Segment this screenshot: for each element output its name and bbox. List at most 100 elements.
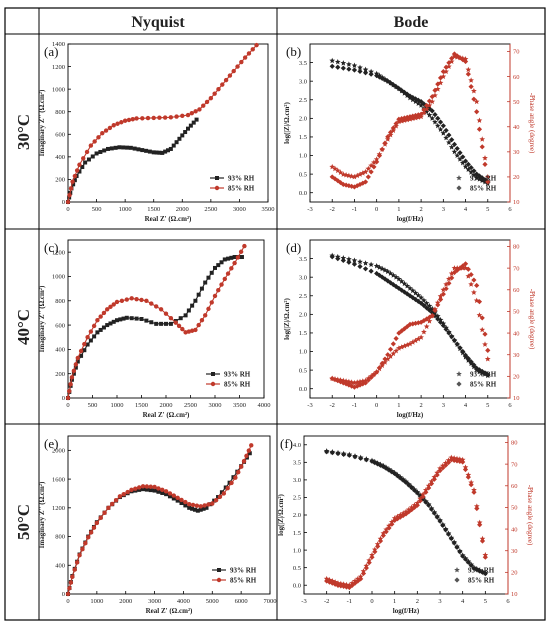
data-point — [376, 153, 383, 159]
data-point — [179, 497, 184, 503]
y-tick-label: 600 — [55, 322, 65, 329]
data-point — [222, 276, 227, 282]
data-point — [372, 549, 378, 555]
data-point — [108, 304, 113, 310]
x-axis-label: Real Z' (Ω.cm²) — [143, 411, 190, 419]
data-point — [126, 117, 132, 123]
data-point — [476, 312, 483, 318]
y-tick-label: 400 — [55, 347, 65, 354]
data-point — [124, 315, 129, 320]
y2-tick-label: 40 — [511, 526, 518, 533]
x-tick-label: 4 — [464, 206, 468, 213]
plot-frame — [67, 43, 269, 203]
data-point — [149, 301, 154, 306]
x-tick-label: 500 — [92, 206, 102, 213]
data-point — [166, 148, 170, 153]
data-point — [73, 365, 78, 370]
data-point — [457, 150, 463, 156]
data-point — [390, 341, 396, 347]
y2-tick-label: 70 — [513, 265, 520, 272]
data-point — [346, 382, 352, 388]
data-point — [81, 156, 86, 161]
data-point — [404, 283, 411, 289]
data-point — [396, 116, 402, 122]
data-point — [362, 260, 369, 266]
data-point — [426, 502, 432, 508]
data-point — [449, 55, 455, 62]
legend-marker — [456, 381, 462, 387]
data-point — [210, 501, 215, 506]
data-point — [371, 164, 377, 170]
data-point — [482, 161, 488, 167]
data-point — [194, 503, 200, 508]
data-point — [351, 261, 358, 267]
legend-label: 93% RH — [224, 371, 251, 379]
data-point — [462, 466, 469, 473]
data-point — [417, 498, 423, 504]
data-point — [219, 282, 224, 287]
data-point — [335, 255, 341, 262]
data-point — [68, 382, 73, 387]
data-point — [241, 458, 247, 464]
data-point — [383, 529, 389, 535]
data-point — [71, 182, 76, 187]
y-tick-label: 1.0 — [299, 153, 307, 160]
x-tick-label: 4 — [464, 402, 468, 409]
data-point — [105, 307, 110, 312]
data-point — [448, 144, 455, 150]
data-point — [125, 145, 130, 150]
data-point — [68, 186, 74, 191]
y-tick-label: 1000 — [52, 86, 65, 93]
data-point — [194, 117, 199, 122]
data-point — [446, 139, 452, 145]
x-axis-label: log(f/Hz) — [397, 411, 424, 419]
x-tick-label: 3500 — [233, 402, 246, 409]
data-point — [349, 183, 355, 189]
data-point — [98, 515, 103, 521]
data-point — [65, 199, 71, 205]
data-point — [482, 331, 488, 337]
data-point — [465, 273, 472, 279]
data-point — [246, 448, 252, 453]
data-point — [380, 463, 386, 470]
data-point — [371, 372, 377, 378]
y-tick-label: 0 — [62, 199, 65, 206]
data-point — [88, 338, 93, 343]
data-point — [407, 285, 413, 291]
legend-marker — [214, 185, 220, 191]
data-point — [67, 586, 72, 591]
data-point — [183, 503, 188, 508]
data-point — [147, 149, 152, 154]
data-point — [188, 123, 193, 128]
y2-tick-label: 80 — [511, 440, 518, 447]
data-point — [396, 276, 402, 282]
data-point — [162, 115, 168, 120]
data-point — [471, 88, 477, 94]
data-point — [203, 313, 208, 318]
y-tick-label: 1400 — [52, 41, 65, 48]
x-tick-label: 6 — [508, 402, 512, 409]
data-point — [95, 318, 100, 323]
data-point — [343, 182, 349, 188]
x-tick-label: 0 — [66, 598, 69, 605]
data-point — [485, 347, 491, 353]
data-point — [465, 66, 472, 73]
x-tick-label: 1 — [393, 598, 396, 605]
legend-label: 93% RH — [468, 567, 495, 575]
data-point — [179, 501, 184, 506]
data-point — [171, 143, 176, 148]
data-point — [216, 263, 221, 268]
data-point — [118, 317, 123, 322]
data-point — [474, 109, 480, 115]
data-point — [440, 291, 446, 297]
y-tick-label: 3.5 — [293, 460, 301, 467]
data-point — [437, 518, 443, 524]
data-point — [235, 255, 241, 260]
y2-tick-label: 70 — [511, 461, 518, 468]
data-point — [160, 490, 165, 495]
data-point — [190, 303, 195, 308]
data-point — [86, 535, 91, 540]
data-point — [209, 300, 214, 305]
y-tick-label: 600 — [55, 131, 65, 138]
data-point — [204, 505, 209, 510]
